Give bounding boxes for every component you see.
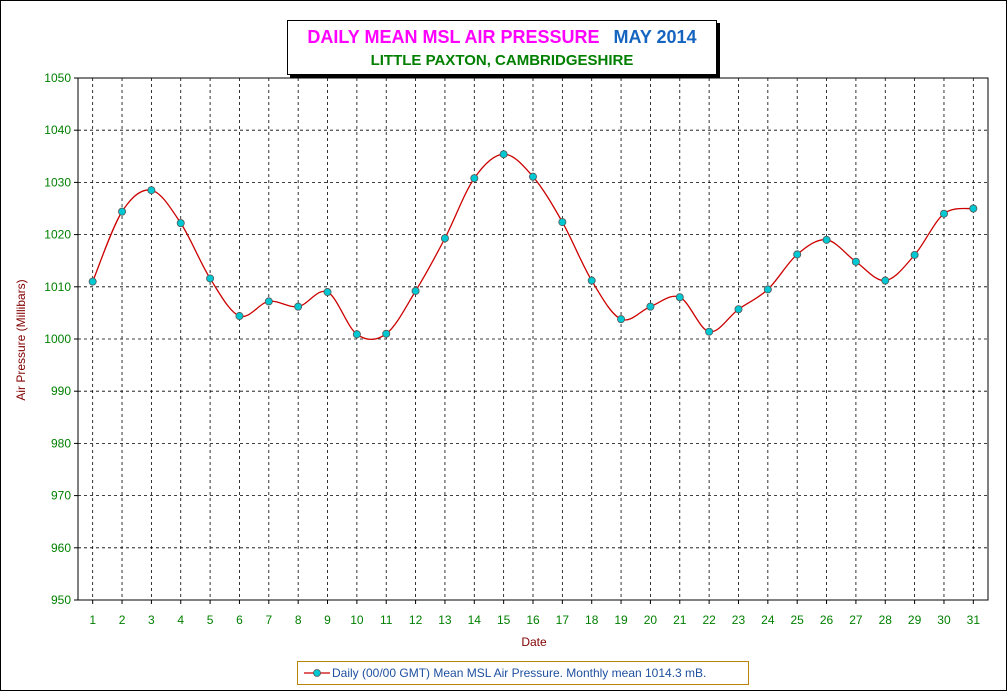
x-tick-label: 23 xyxy=(732,613,746,627)
y-tick-label: 1020 xyxy=(44,228,71,242)
data-point xyxy=(176,219,185,228)
y-tick-labels: 950 960 970 980 990 1000 1010 1020 1030 1040 1050 xyxy=(44,71,71,607)
data-point xyxy=(822,235,831,244)
data-point xyxy=(235,312,244,321)
data-point xyxy=(705,327,714,336)
x-tick-label: 8 xyxy=(295,613,302,627)
data-markers xyxy=(88,150,978,339)
x-tick-label: 1 xyxy=(89,613,96,627)
x-tick-label: 17 xyxy=(556,613,570,627)
data-point xyxy=(734,305,743,314)
x-tick-label: 4 xyxy=(177,613,184,627)
data-point xyxy=(763,285,772,294)
y-tick-label: 970 xyxy=(51,489,71,503)
y-tick-label: 960 xyxy=(51,541,71,555)
y-tick-label: 980 xyxy=(51,436,71,450)
y-axis-label: Air Pressure (Millibars) xyxy=(14,279,28,400)
x-tick-label: 3 xyxy=(148,613,155,627)
data-point xyxy=(499,150,508,159)
y-tick-label: 990 xyxy=(51,384,71,398)
x-tick-label: 6 xyxy=(236,613,243,627)
data-point xyxy=(910,250,919,259)
legend: Daily (00/00 GMT) Mean MSL Air Pressure.… xyxy=(297,661,749,685)
x-tick-label: 9 xyxy=(324,613,331,627)
data-point xyxy=(587,276,596,285)
x-tick-label: 29 xyxy=(908,613,922,627)
data-point xyxy=(352,330,361,339)
x-axis-label: Date xyxy=(521,635,547,649)
legend-label: Daily (00/00 GMT) Mean MSL Air Pressure.… xyxy=(332,666,707,680)
chart-month: MAY 2014 xyxy=(613,27,697,47)
data-point xyxy=(969,204,978,213)
y-tick-label: 1000 xyxy=(44,332,71,346)
data-point xyxy=(529,172,538,181)
data-point xyxy=(939,209,948,218)
x-tick-label: 10 xyxy=(350,613,364,627)
data-point xyxy=(294,302,303,311)
x-tick-label: 7 xyxy=(265,613,272,627)
data-point xyxy=(382,329,391,338)
x-tick-label: 30 xyxy=(937,613,951,627)
chart-title: DAILY MEAN MSL AIR PRESSURE xyxy=(307,27,600,47)
x-tick-label: 26 xyxy=(820,613,834,627)
x-tick-label: 27 xyxy=(849,613,863,627)
x-tick-label: 15 xyxy=(497,613,511,627)
data-point xyxy=(411,286,420,295)
data-point xyxy=(793,250,802,259)
data-point xyxy=(323,288,332,297)
data-point xyxy=(118,207,127,216)
data-point xyxy=(264,297,273,306)
x-tick-labels: 1 2 3 4 5 6 7 8 9 10 11 12 13 14 15 16 17 18 19 20 21 22 23 24 2… xyxy=(89,613,980,627)
x-tick-label: 16 xyxy=(526,613,540,627)
title-box: DAILY MEAN MSL AIR PRESSURE MAY 2014 LITT… xyxy=(287,20,717,75)
x-tick-label: 31 xyxy=(967,613,981,627)
y-tick-label: 1050 xyxy=(44,71,71,85)
data-point xyxy=(470,174,479,183)
x-tick-label: 2 xyxy=(119,613,126,627)
x-tick-label: 28 xyxy=(879,613,893,627)
y-tick-label: 950 xyxy=(51,593,71,607)
x-tick-label: 12 xyxy=(409,613,423,627)
data-point xyxy=(88,277,97,286)
data-point xyxy=(440,234,449,243)
y-tick-label: 1040 xyxy=(44,123,71,137)
title-line: DAILY MEAN MSL AIR PRESSURE MAY 2014 xyxy=(288,27,716,48)
data-point xyxy=(206,274,215,283)
data-point xyxy=(617,315,626,324)
data-point xyxy=(646,302,655,311)
x-tick-label: 11 xyxy=(380,613,393,627)
grid xyxy=(74,77,989,604)
x-tick-label: 22 xyxy=(702,613,716,627)
x-tick-label: 24 xyxy=(761,613,775,627)
y-tick-label: 1030 xyxy=(44,175,71,189)
data-point xyxy=(881,276,890,285)
x-tick-label: 21 xyxy=(673,613,687,627)
legend-swatch xyxy=(304,669,330,677)
data-point xyxy=(147,186,156,195)
x-tick-label: 18 xyxy=(585,613,599,627)
x-tick-label: 19 xyxy=(614,613,628,627)
x-tick-label: 5 xyxy=(207,613,214,627)
data-point xyxy=(675,293,684,302)
x-tick-label: 25 xyxy=(791,613,805,627)
y-tick-label: 1010 xyxy=(44,280,71,294)
data-point xyxy=(558,218,567,227)
chart-subtitle: LITTLE PAXTON, CAMBRIDGESHIRE xyxy=(370,52,634,69)
x-tick-label: 20 xyxy=(644,613,658,627)
x-tick-label: 14 xyxy=(468,613,482,627)
x-tick-label: 13 xyxy=(438,613,452,627)
data-point xyxy=(851,257,860,266)
